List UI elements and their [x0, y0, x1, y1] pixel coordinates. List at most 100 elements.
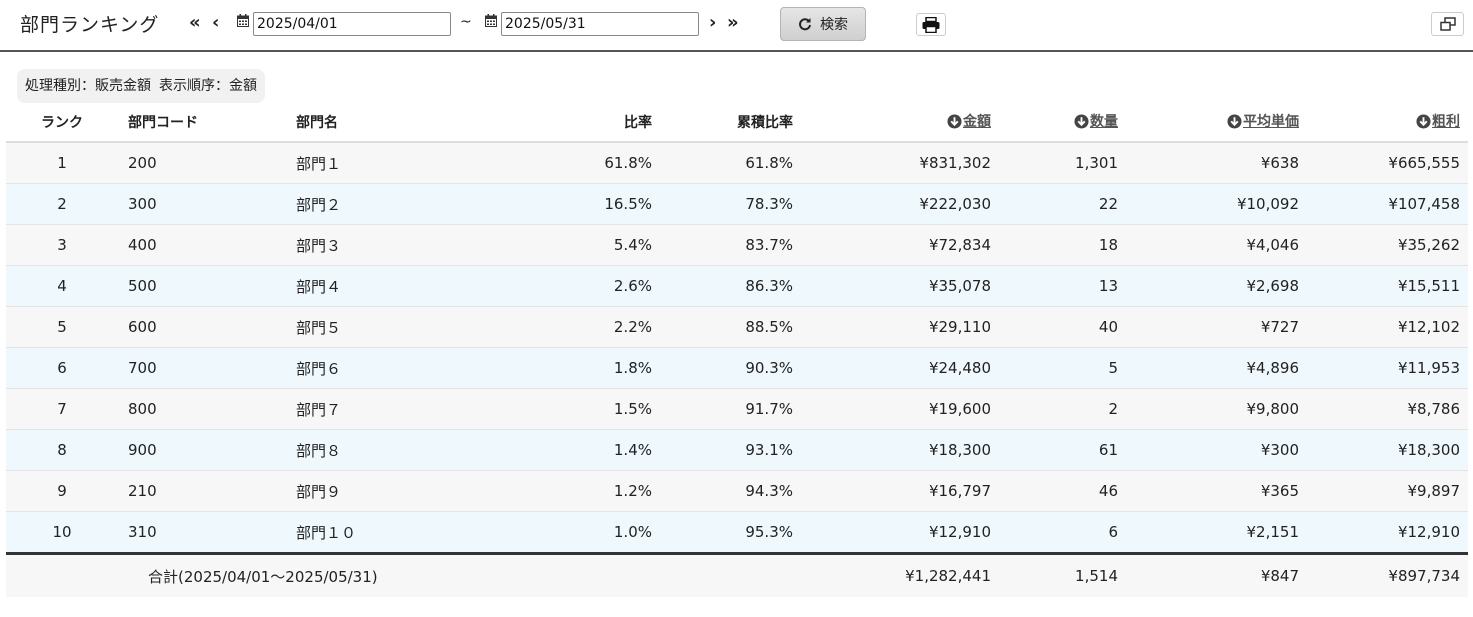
totals-label: 合計(2025/04/01～2025/05/31)	[118, 553, 793, 597]
sort-amount-link[interactable]: 金額	[947, 111, 991, 131]
cell-ratio: 5.4%	[496, 224, 652, 266]
double-chevron-left-icon[interactable]: «	[189, 12, 201, 33]
cell-amount: ¥29,110	[793, 306, 991, 348]
cell-name: 部門９	[296, 470, 496, 512]
page-title: 部門ランキング	[20, 14, 160, 36]
date-range-separator: ~	[460, 14, 472, 30]
cell-amount: ¥18,300	[793, 429, 991, 471]
col-code-header: 部門コード	[118, 103, 296, 143]
totals-avg-price: ¥847	[1118, 553, 1299, 597]
start-date-input[interactable]	[253, 12, 451, 36]
col-ratio-header: 比率	[496, 103, 652, 143]
cell-avg-price: ¥9,800	[1118, 388, 1299, 430]
cell-gross-profit: ¥18,300	[1299, 429, 1468, 471]
totals-rank-cell	[6, 553, 118, 597]
cell-code: 200	[118, 142, 296, 184]
col-cumulative-header: 累積比率	[652, 103, 793, 143]
cell-quantity: 2	[991, 388, 1118, 430]
cell-cumulative: 93.1%	[652, 429, 793, 471]
sort-avg-price-link[interactable]: 平均単価	[1227, 111, 1299, 131]
search-button[interactable]: 検索	[780, 7, 866, 41]
sort-quantity-link[interactable]: 数量	[1074, 111, 1118, 131]
cell-code: 400	[118, 224, 296, 266]
col-gross-profit-header[interactable]: 粗利	[1299, 103, 1468, 143]
cell-rank: 1	[6, 142, 118, 184]
chevron-left-icon[interactable]: ‹	[212, 12, 220, 33]
table-row[interactable]: 10 310 部門１０ 1.0% 95.3% ¥12,910 6 ¥2,151 ¥12,910	[6, 511, 1468, 555]
end-date-input[interactable]	[501, 12, 699, 36]
cell-avg-price: ¥10,092	[1118, 183, 1299, 225]
cell-avg-price: ¥4,046	[1118, 224, 1299, 266]
cell-avg-price: ¥365	[1118, 470, 1299, 512]
cell-gross-profit: ¥12,910	[1299, 511, 1468, 555]
table-row[interactable]: 1 200 部門１ 61.8% 61.8% ¥831,302 1,301 ¥638 ¥665,5…	[6, 142, 1468, 184]
totals-row: 合計(2025/04/01～2025/05/31) ¥1,282,441 1,5…	[6, 553, 1468, 597]
cell-name: 部門１０	[296, 511, 496, 555]
cell-ratio: 1.2%	[496, 470, 652, 512]
cell-gross-profit: ¥15,511	[1299, 265, 1468, 307]
totals-quantity: 1,514	[991, 553, 1118, 597]
arrow-circle-down-icon	[1074, 114, 1089, 129]
table-row[interactable]: 7 800 部門７ 1.5% 91.7% ¥19,600 2 ¥9,800 ¥8,786	[6, 388, 1468, 430]
calendar-icon	[485, 14, 497, 27]
table-row[interactable]: 2 300 部門２ 16.5% 78.3% ¥222,030 22 ¥10,092 ¥107,4…	[6, 183, 1468, 225]
cell-quantity: 6	[991, 511, 1118, 555]
cell-ratio: 1.5%	[496, 388, 652, 430]
col-quantity-header[interactable]: 数量	[991, 103, 1118, 143]
arrow-circle-down-icon	[1227, 114, 1242, 129]
cell-cumulative: 88.5%	[652, 306, 793, 348]
col-rank-header: ランク	[6, 103, 118, 143]
refresh-icon	[799, 18, 811, 31]
table-header-row: ランク 部門コード 部門名 比率 累積比率 金額 数量 平均単価	[6, 103, 1468, 143]
cell-amount: ¥72,834	[793, 224, 991, 266]
table-row[interactable]: 9 210 部門９ 1.2% 94.3% ¥16,797 46 ¥365 ¥9,897	[6, 470, 1468, 512]
cell-avg-price: ¥727	[1118, 306, 1299, 348]
sort-gross-profit-link[interactable]: 粗利	[1416, 111, 1460, 131]
col-amount-header[interactable]: 金額	[793, 103, 991, 143]
cell-rank: 5	[6, 306, 118, 348]
cell-rank: 8	[6, 429, 118, 471]
cell-avg-price: ¥638	[1118, 142, 1299, 184]
cell-avg-price: ¥4,896	[1118, 347, 1299, 389]
cell-ratio: 2.6%	[496, 265, 652, 307]
cell-rank: 2	[6, 183, 118, 225]
cell-cumulative: 94.3%	[652, 470, 793, 512]
cell-gross-profit: ¥8,786	[1299, 388, 1468, 430]
col-avg-price-header[interactable]: 平均単価	[1118, 103, 1299, 143]
table-row[interactable]: 3 400 部門３ 5.4% 83.7% ¥72,834 18 ¥4,046 ¥35,262	[6, 224, 1468, 266]
cell-code: 300	[118, 183, 296, 225]
double-chevron-right-icon[interactable]: »	[727, 12, 739, 33]
table-row[interactable]: 5 600 部門５ 2.2% 88.5% ¥29,110 40 ¥727 ¥12,102	[6, 306, 1468, 348]
cell-quantity: 18	[991, 224, 1118, 266]
cell-cumulative: 86.3%	[652, 265, 793, 307]
header-bar: 部門ランキング « ‹ ~ › » 検索	[0, 0, 1473, 52]
cell-avg-price: ¥300	[1118, 429, 1299, 471]
cell-name: 部門６	[296, 347, 496, 389]
cell-gross-profit: ¥11,953	[1299, 347, 1468, 389]
search-button-label: 検索	[820, 17, 848, 33]
cell-rank: 6	[6, 347, 118, 389]
window-restore-icon	[1439, 17, 1456, 31]
table-row[interactable]: 4 500 部門４ 2.6% 86.3% ¥35,078 13 ¥2,698 ¥15,511	[6, 265, 1468, 307]
print-button[interactable]	[916, 13, 946, 36]
col-gross-profit-label: 粗利	[1432, 114, 1460, 131]
col-amount-label: 金額	[963, 114, 991, 131]
cell-name: 部門３	[296, 224, 496, 266]
chevron-right-icon[interactable]: ›	[709, 12, 717, 33]
cell-ratio: 1.0%	[496, 511, 652, 555]
condition-summary: 処理種別：販売金額 表示順序：金額	[17, 69, 265, 103]
cell-gross-profit: ¥12,102	[1299, 306, 1468, 348]
cell-code: 600	[118, 306, 296, 348]
cell-quantity: 40	[991, 306, 1118, 348]
cell-gross-profit: ¥665,555	[1299, 142, 1468, 184]
cell-gross-profit: ¥35,262	[1299, 224, 1468, 266]
cell-quantity: 13	[991, 265, 1118, 307]
window-toggle-button[interactable]	[1431, 12, 1464, 36]
arrow-circle-down-icon	[1416, 114, 1431, 129]
table-row[interactable]: 6 700 部門６ 1.8% 90.3% ¥24,480 5 ¥4,896 ¥11,953	[6, 347, 1468, 389]
cell-code: 900	[118, 429, 296, 471]
cell-ratio: 16.5%	[496, 183, 652, 225]
table-row[interactable]: 8 900 部門８ 1.4% 93.1% ¥18,300 61 ¥300 ¥18,300	[6, 429, 1468, 471]
cell-name: 部門４	[296, 265, 496, 307]
cell-amount: ¥16,797	[793, 470, 991, 512]
